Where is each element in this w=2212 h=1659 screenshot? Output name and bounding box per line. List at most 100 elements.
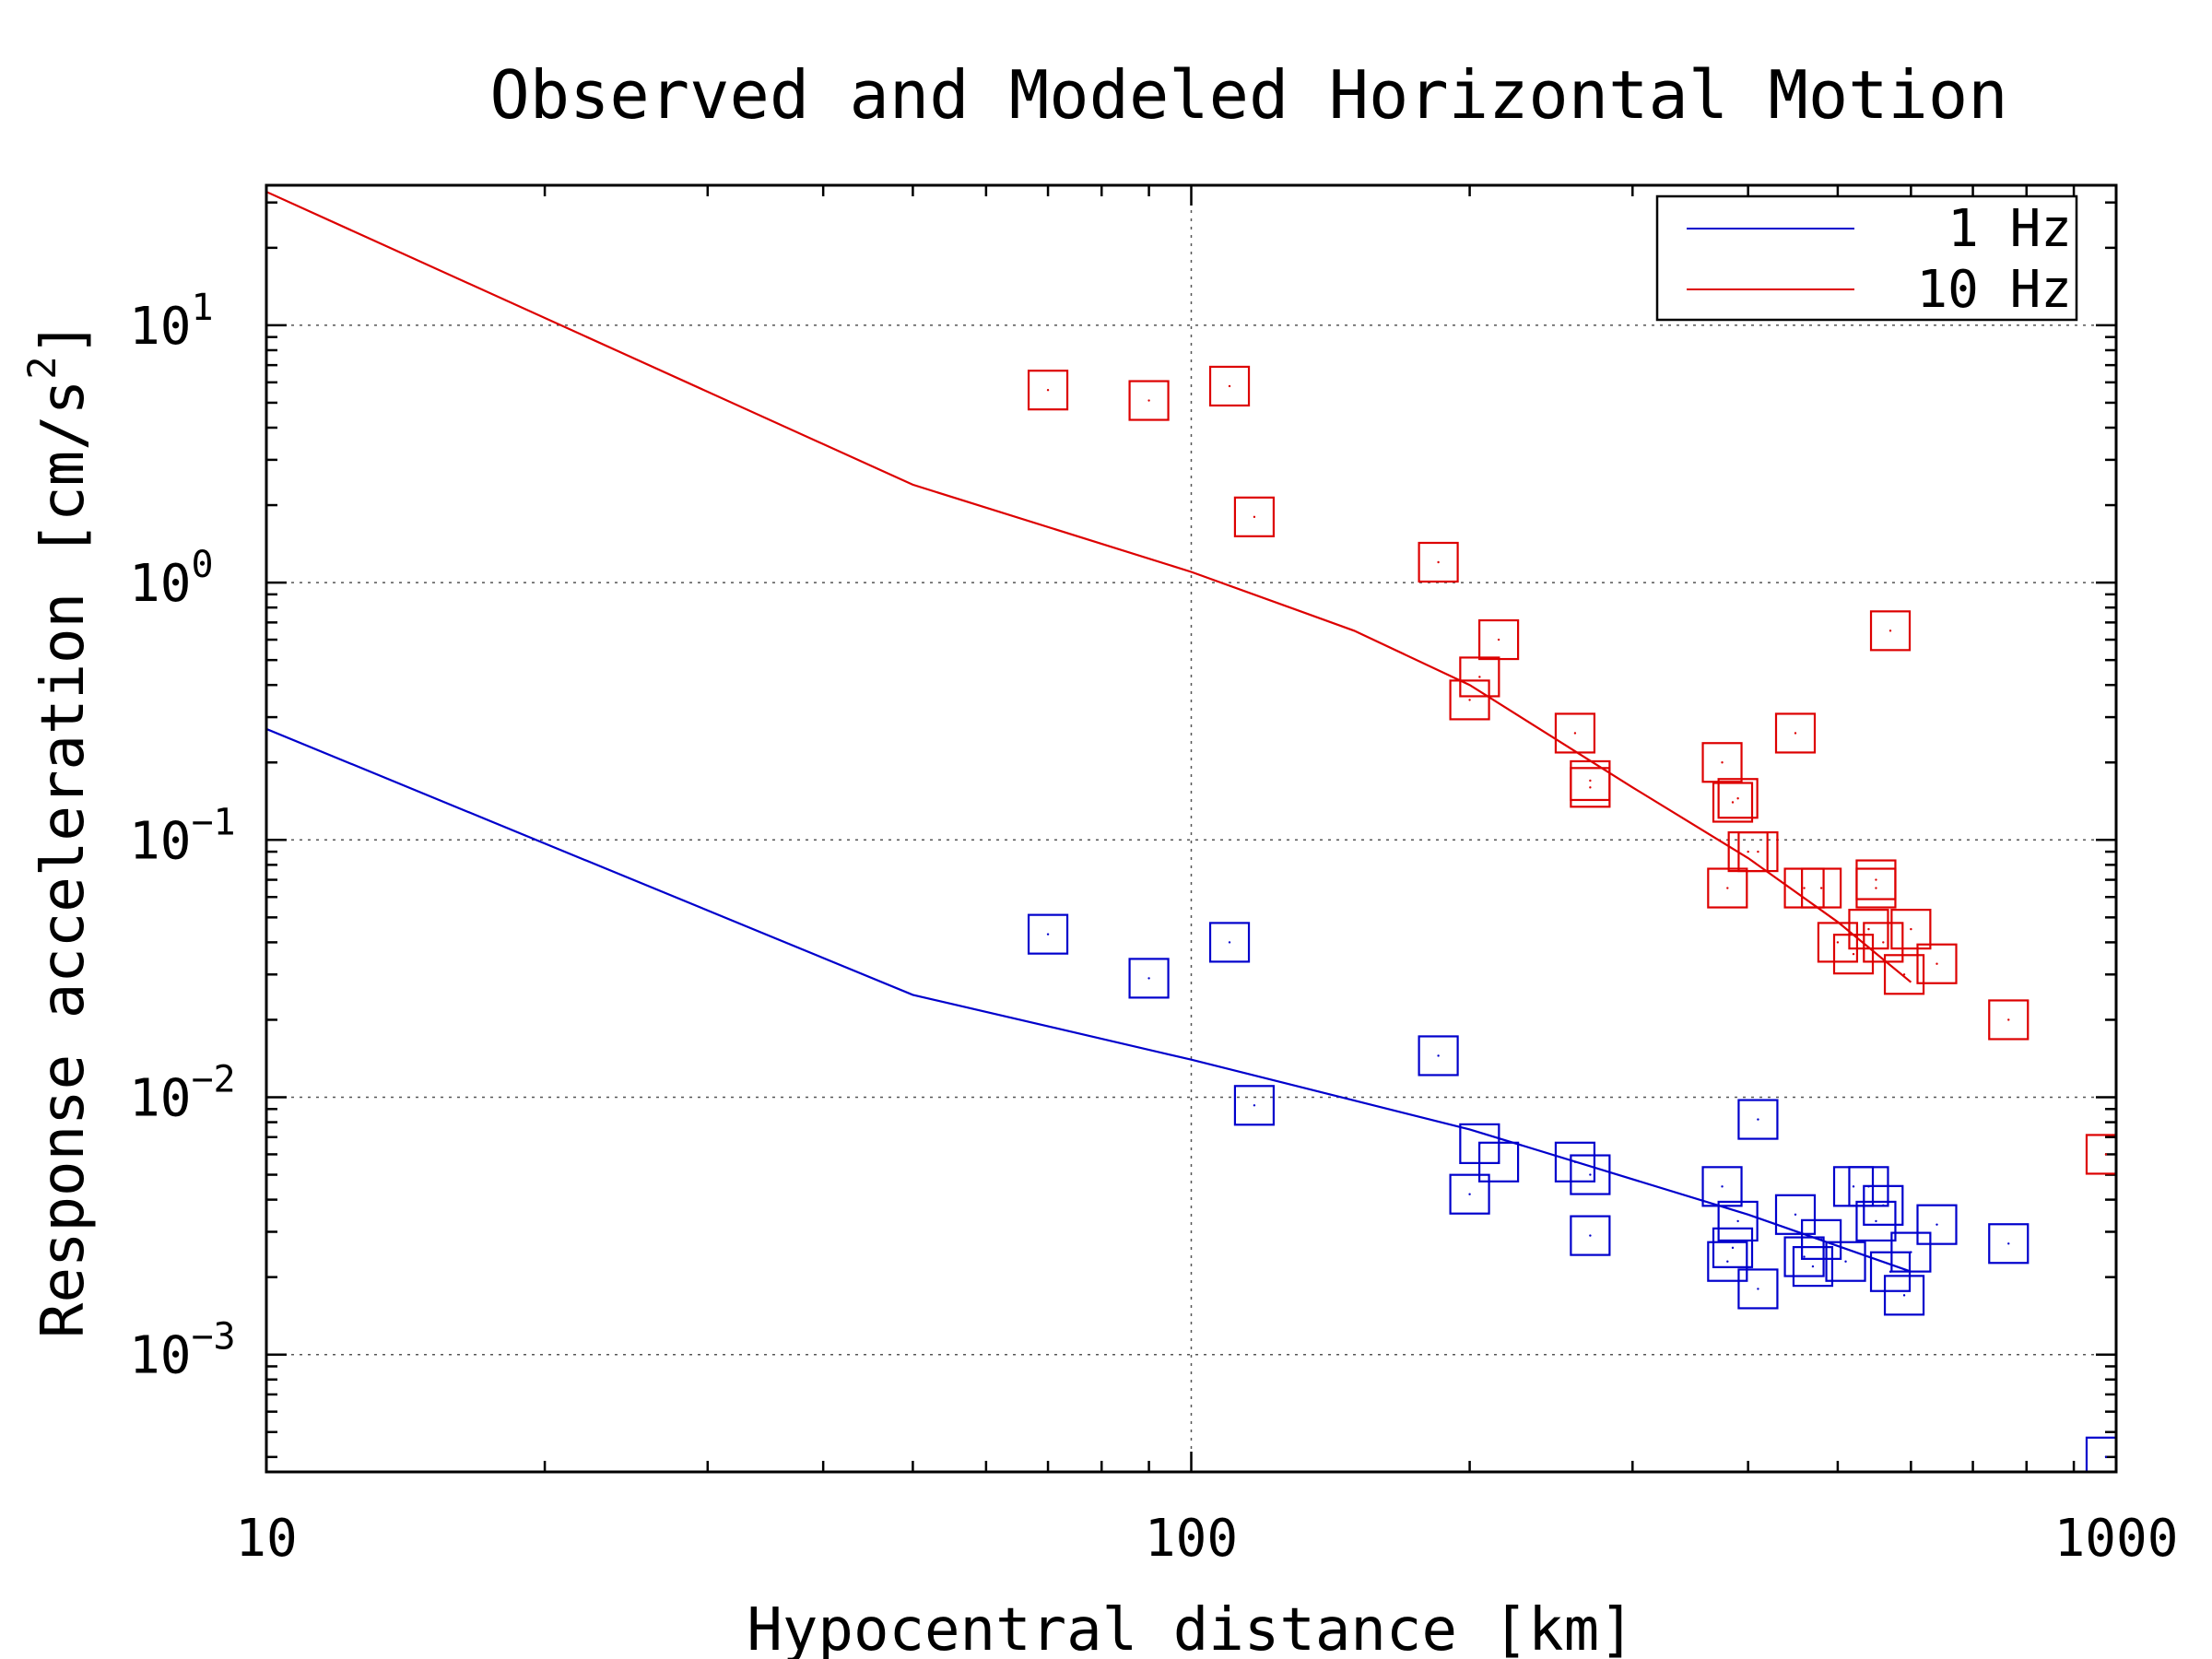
- observed-point-center-1hz: [1721, 1185, 1724, 1188]
- observed-point-center-10hz: [1794, 732, 1797, 735]
- observed-point-center-1hz: [1147, 977, 1150, 980]
- observed-point-center-1hz: [2104, 1455, 2108, 1459]
- observed-point-center-1hz: [1794, 1213, 1797, 1217]
- y-tick-label: 101: [129, 287, 214, 357]
- observed-point-1hz: [1418, 1035, 1459, 1077]
- legend: 1 Hz 10 Hz: [1655, 194, 2078, 322]
- y-tick-label-exponent: −3: [191, 1316, 235, 1359]
- observed-point-10hz: [1774, 712, 1817, 754]
- observed-point-1hz: [1208, 922, 1251, 963]
- observed-point-10hz: [1701, 742, 1743, 783]
- observed-point-center-10hz: [1731, 801, 1735, 804]
- observed-point-center-10hz: [1497, 638, 1500, 641]
- y-axis-label-end: ]: [29, 321, 98, 357]
- observed-point-1hz: [1890, 1231, 1932, 1273]
- observed-point-10hz: [1128, 380, 1170, 421]
- observed-point-center-10hz: [1721, 761, 1724, 764]
- observed-point-center-10hz: [1468, 699, 1471, 701]
- observed-point-center-10hz: [1147, 399, 1150, 402]
- legend-label-1hz: 1 Hz: [1947, 199, 2072, 259]
- observed-point-center-1hz: [1736, 1219, 1739, 1223]
- x-tick-label: 1000: [2054, 1509, 2179, 1569]
- y-tick-label-exponent: −2: [191, 1059, 235, 1101]
- observed-point-center-1hz: [1882, 1204, 1885, 1207]
- observed-point-10hz: [1848, 909, 1889, 950]
- observed-point-center-10hz: [1902, 973, 1906, 976]
- observed-point-10hz: [1717, 778, 1759, 819]
- observed-point-10hz: [1855, 859, 1897, 900]
- observed-point-center-10hz: [1589, 779, 1592, 782]
- observed-point-1hz: [1855, 1200, 1897, 1242]
- observed-point-center-1hz: [1875, 1219, 1877, 1223]
- observed-point-1hz: [1027, 913, 1069, 955]
- y-tick-label-exponent: −1: [191, 801, 235, 843]
- observed-point-center-10hz: [1228, 384, 1231, 388]
- observed-point-10hz: [1801, 867, 1842, 909]
- observed-point-center-10hz: [1573, 732, 1577, 735]
- observed-point-center-1hz: [1757, 1288, 1759, 1290]
- legend-label-10hz: 10 Hz: [1916, 260, 2072, 320]
- observed-point-center-10hz: [2104, 1153, 2108, 1156]
- y-tick-label-exponent: 0: [191, 544, 213, 586]
- observed-point-center-1hz: [1936, 1223, 1938, 1226]
- observed-point-center-10hz: [1875, 878, 1877, 881]
- y-tick-label-base: 10: [129, 297, 191, 357]
- observed-point-1hz: [1478, 1141, 1520, 1182]
- observed-point-center-1hz: [1852, 1185, 1855, 1188]
- y-tick-label: 10−2: [129, 1059, 236, 1129]
- observed-point-10hz: [1712, 782, 1754, 823]
- observed-point-center-1hz: [1253, 1104, 1256, 1107]
- observed-point-center-1hz: [1731, 1246, 1735, 1250]
- observed-point-10hz: [1883, 954, 1925, 995]
- observed-point-center-10hz: [1867, 927, 1870, 931]
- observed-point-1hz: [2085, 1436, 2116, 1472]
- observed-point-10hz: [1478, 618, 1520, 661]
- observed-point-1hz: [1792, 1245, 1834, 1288]
- observed-point-10hz: [1418, 541, 1459, 583]
- observed-point-center-1hz: [1902, 1294, 1906, 1297]
- observed-point-center-1hz: [1844, 1260, 1847, 1263]
- observed-point-center-1hz: [1589, 1234, 1592, 1237]
- observed-point-center-1hz: [1811, 1265, 1815, 1268]
- observed-point-center-10hz: [1852, 952, 1855, 956]
- y-tick-label-base: 10: [129, 1326, 191, 1386]
- observed-point-10hz: [1916, 943, 1958, 984]
- observed-point-center-10hz: [1819, 887, 1823, 889]
- observed-point-center-10hz: [1936, 962, 1938, 965]
- observed-point-center-10hz: [1437, 560, 1440, 564]
- observed-point-1hz: [1707, 1241, 1748, 1282]
- observed-point-center-10hz: [1888, 629, 1892, 632]
- plot-frame: [265, 183, 2118, 1474]
- observed-point-1hz: [1233, 1085, 1276, 1126]
- y-tick-label: 10−1: [129, 801, 236, 871]
- observed-point-1hz: [1712, 1227, 1754, 1268]
- observed-point-10hz: [1832, 934, 1875, 975]
- observed-point-center-1hz: [1757, 1118, 1759, 1121]
- plot-series: [266, 191, 2116, 1472]
- observed-point-center-10hz: [1910, 927, 1912, 931]
- observed-point-center-10hz: [1803, 887, 1806, 889]
- observed-point-1hz: [1801, 1218, 1842, 1260]
- y-axis-label: Response acceleration [cm/s2]: [19, 321, 98, 1338]
- observed-point-1hz: [1570, 1154, 1611, 1195]
- y-tick-label: 10−3: [129, 1316, 236, 1386]
- y-tick-label-base: 10: [129, 554, 191, 614]
- legend-box: [1655, 194, 2078, 322]
- y-axis-label-exponent: 2: [19, 356, 65, 379]
- observed-point-1hz: [1737, 1268, 1779, 1310]
- observed-point-center-1hz: [1910, 1251, 1912, 1253]
- observed-point-10hz: [1988, 999, 2030, 1041]
- observed-point-center-10hz: [1589, 786, 1592, 789]
- y-axis-label-main: Response acceleration [cm/s: [29, 380, 98, 1338]
- x-tick-label: 10: [235, 1509, 297, 1569]
- y-tick-label: 100: [129, 544, 214, 614]
- observed-point-10hz: [1890, 909, 1932, 950]
- observed-point-center-1hz: [1497, 1160, 1500, 1164]
- observed-point-center-1hz: [1819, 1238, 1823, 1241]
- x-tick-label: 100: [1145, 1509, 1238, 1569]
- observed-point-center-1hz: [1589, 1173, 1592, 1176]
- x-axis-label: Hypocentral distance [km]: [747, 1596, 1634, 1659]
- observed-point-center-10hz: [1875, 887, 1877, 889]
